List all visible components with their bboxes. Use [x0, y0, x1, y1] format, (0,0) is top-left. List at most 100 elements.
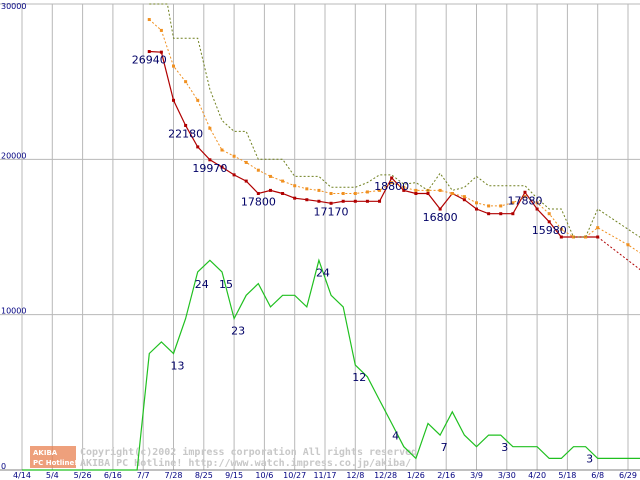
watermark: AKIBA PC Hotline! Copyright(c)2002 impre… — [30, 446, 417, 469]
data-point-avg_price — [523, 195, 527, 199]
akiba-badge-bottom: PC Hotline! — [33, 459, 77, 467]
data-point-min_price — [329, 201, 333, 205]
data-point-min_price — [159, 50, 163, 54]
grid — [0, 3, 640, 471]
x-tick-label: 1/26 — [407, 471, 425, 480]
akiba-badge-top: AKIBA — [33, 449, 58, 457]
data-point-min_price — [317, 199, 321, 203]
price-label: 26940 — [132, 54, 167, 67]
data-point-min_price — [353, 199, 357, 203]
data-point-avg_price — [365, 190, 369, 194]
copyright-line: Copyright(c)2002 impress corporation All… — [80, 446, 417, 458]
data-point-min_price — [220, 165, 224, 169]
data-point-avg_price — [378, 188, 382, 192]
data-point-avg_price — [402, 185, 406, 189]
price-label: 15980 — [532, 224, 567, 237]
data-point-avg_price — [159, 28, 163, 32]
data-point-avg_price — [475, 201, 478, 205]
data-point-min_price — [402, 188, 406, 192]
series-line-min_price — [149, 50, 598, 238]
data-point-min_price — [232, 173, 236, 177]
count-label: 23 — [231, 325, 245, 338]
data-point-min_price — [426, 192, 430, 196]
data-point-avg_price — [584, 235, 588, 239]
data-point-min_price — [414, 192, 418, 196]
data-point-avg_price — [462, 195, 466, 199]
x-tick-label: 8/25 — [195, 471, 213, 480]
x-tick-label: 4/20 — [528, 471, 546, 480]
data-point-min_price — [293, 196, 297, 200]
data-point-min_price — [196, 145, 200, 149]
data-point-avg_price — [184, 80, 188, 84]
x-tick-label: 12/28 — [374, 471, 397, 480]
price-label: 17800 — [241, 196, 276, 209]
data-point-avg_price — [256, 168, 260, 172]
data-point-min_price — [208, 158, 212, 162]
x-tick-label: 7/7 — [137, 471, 150, 480]
data-point-avg_price — [305, 187, 309, 191]
x-tick-label: 3/30 — [498, 471, 516, 480]
data-point-avg_price — [414, 188, 418, 192]
data-point-avg_price — [196, 98, 200, 102]
data-point-avg_price — [329, 192, 333, 196]
x-tick-label: 10/27 — [283, 471, 306, 480]
data-point-min_price — [511, 212, 515, 216]
labels-layer: 26940 22180 19970 17800 17170 18800 16800 17880… — [132, 54, 593, 466]
price-label: 16800 — [423, 211, 458, 224]
price-label: 22180 — [168, 127, 203, 140]
count-label: 4 — [392, 429, 399, 442]
data-point-avg_price — [559, 227, 563, 231]
akiba-badge — [30, 446, 76, 468]
y-tick-label: 20000 — [1, 151, 26, 160]
x-tick-label: 4/14 — [13, 471, 31, 480]
x-tick-label: 5/18 — [558, 471, 576, 480]
count-label: 24 — [195, 278, 209, 291]
x-tick-label: 12/8 — [346, 471, 364, 480]
data-point-min_price — [438, 207, 442, 211]
x-tick-label: 11/17 — [313, 471, 336, 480]
x-tick-label: 7/28 — [165, 471, 183, 480]
data-point-min_price — [147, 50, 151, 54]
data-point-avg_price — [317, 188, 321, 192]
x-tick-label: 3/9 — [470, 471, 483, 480]
data-point-min_price — [172, 98, 175, 102]
x-tick-label: 6/8 — [591, 471, 604, 480]
price-label: 17880 — [507, 194, 542, 207]
data-point-min_price — [462, 198, 466, 202]
data-point-min_price — [305, 198, 309, 202]
data-point-min_price — [184, 123, 188, 127]
count-label: 13 — [171, 360, 185, 373]
data-point-avg_price — [596, 226, 600, 230]
series-layer — [22, 3, 640, 471]
data-point-min_price — [281, 192, 285, 196]
x-tick-label: 5/4 — [46, 471, 59, 480]
data-point-min_price — [390, 176, 394, 180]
data-point-avg_price — [172, 64, 175, 68]
series-line-avg_price — [148, 19, 640, 254]
count-label: 3 — [586, 453, 593, 466]
data-point-avg_price — [450, 192, 454, 196]
data-point-min_price — [244, 179, 248, 183]
count-label: 7 — [441, 441, 448, 454]
data-point-avg_price — [487, 204, 491, 208]
data-point-avg_price — [268, 174, 272, 178]
data-point-avg_price — [232, 154, 236, 158]
data-point-avg_price — [244, 160, 248, 164]
data-point-min_price — [475, 207, 478, 211]
count-label: 24 — [316, 266, 330, 279]
data-point-min_price — [256, 192, 260, 196]
y-tick-label: 10000 — [1, 307, 26, 316]
count-label: 15 — [219, 278, 233, 291]
price-label: 19970 — [192, 162, 227, 175]
x-tick-label: 2/16 — [437, 471, 455, 480]
data-point-min_price — [523, 190, 527, 194]
series-line-max_price — [149, 3, 640, 238]
count-label: 3 — [501, 441, 508, 454]
data-point-min_price — [268, 188, 272, 192]
data-point-min_price — [378, 199, 382, 203]
data-point-avg_price — [293, 184, 297, 188]
series-line-min_price_projection — [597, 236, 640, 271]
data-point-min_price — [341, 199, 345, 203]
